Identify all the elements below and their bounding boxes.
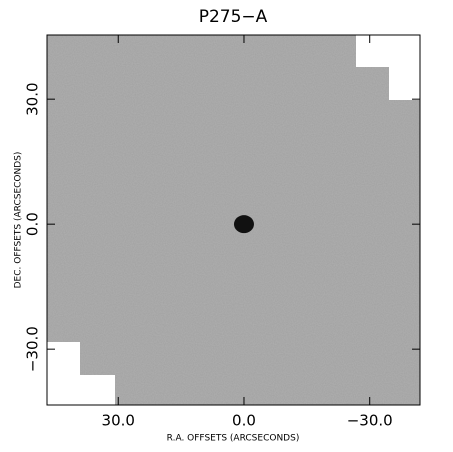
y-tick-label: 0.0 <box>24 212 42 236</box>
image-blank-corner <box>356 35 420 100</box>
image-blank-corner <box>47 342 115 405</box>
y-tick-label: −30.0 <box>24 326 42 372</box>
source <box>233 215 254 234</box>
plot-frame <box>46 34 421 406</box>
x-axis-label: R.A. OFFSETS (ARCSECONDS) <box>167 434 300 444</box>
x-tick-label: 0.0 <box>232 412 256 430</box>
image-noise <box>47 35 420 405</box>
y-tick-label: 30.0 <box>24 82 42 115</box>
x-tick-label: 30.0 <box>102 412 135 430</box>
y-axis-label: DEC. OFFSETS (ARCSECONDS) <box>14 152 24 289</box>
x-tick-label: −30.0 <box>347 412 393 430</box>
chart-title: P275−A <box>199 7 268 27</box>
